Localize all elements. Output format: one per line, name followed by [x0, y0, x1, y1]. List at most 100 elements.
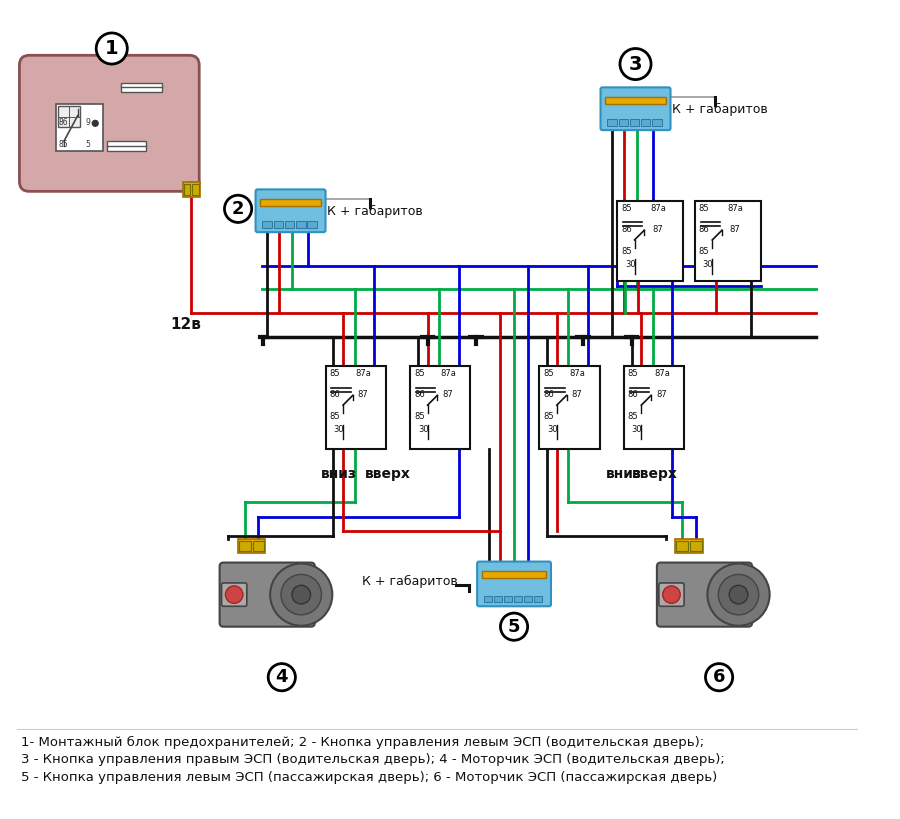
Text: 85: 85	[627, 369, 638, 378]
Text: 5: 5	[508, 618, 520, 636]
Bar	[253, 541, 265, 551]
Circle shape	[500, 613, 527, 640]
Text: 87a: 87a	[570, 369, 585, 378]
Text: 87: 87	[572, 391, 582, 400]
Text: вверх: вверх	[364, 467, 410, 481]
Text: 3 - Кнопка управления правым ЭСП (водительская дверь); 4 - Моторчик ЭСП (водител: 3 - Кнопка управления правым ЭСП (водите…	[22, 753, 725, 767]
Bar	[494, 595, 502, 603]
Text: 1- Монтажный блок предохранителей; 2 - Кнопка управления левым ЭСП (водительская: 1- Монтажный блок предохранителей; 2 - К…	[22, 735, 705, 749]
Bar	[326, 366, 386, 449]
Text: 6: 6	[713, 668, 725, 686]
Bar	[514, 595, 522, 603]
Circle shape	[281, 574, 321, 615]
Text: 86: 86	[329, 391, 340, 400]
Circle shape	[268, 663, 295, 690]
FancyBboxPatch shape	[477, 562, 551, 606]
Text: вниз: вниз	[320, 467, 356, 481]
Text: 30: 30	[632, 425, 643, 434]
Text: вниз: вниз	[606, 467, 642, 481]
Circle shape	[620, 48, 651, 79]
Text: 12в: 12в	[170, 317, 201, 332]
Text: 86: 86	[414, 391, 425, 400]
Text: 9: 9	[86, 118, 90, 127]
Bar	[617, 201, 683, 281]
Bar	[606, 97, 666, 104]
Circle shape	[729, 586, 748, 604]
Text: 85: 85	[627, 412, 638, 421]
FancyBboxPatch shape	[659, 583, 684, 606]
Bar	[107, 141, 146, 151]
Bar	[482, 572, 546, 578]
Circle shape	[706, 663, 733, 690]
Circle shape	[96, 33, 127, 64]
Bar	[690, 541, 702, 551]
Bar	[184, 183, 191, 195]
Text: 87: 87	[442, 391, 453, 400]
Bar	[296, 221, 305, 229]
Bar	[504, 595, 512, 603]
Text: 85: 85	[621, 204, 632, 213]
Bar	[263, 221, 272, 229]
Circle shape	[662, 586, 680, 604]
Text: 30: 30	[703, 260, 713, 269]
Bar	[260, 199, 320, 206]
Text: 87: 87	[730, 225, 741, 234]
Text: 87a: 87a	[440, 369, 456, 378]
Circle shape	[93, 120, 98, 126]
FancyBboxPatch shape	[221, 583, 247, 606]
Bar	[238, 539, 266, 553]
Text: 85: 85	[414, 412, 425, 421]
Text: 5: 5	[86, 140, 90, 148]
Text: 86: 86	[698, 225, 709, 234]
Bar	[193, 183, 199, 195]
Text: 5 - Кнопка управления левым ЭСП (пассажирская дверь); 6 - Моторчик ЭСП (пассажир: 5 - Кнопка управления левым ЭСП (пассажи…	[22, 771, 717, 784]
Text: К + габаритов: К + габаритов	[363, 575, 458, 588]
Text: 87: 87	[656, 391, 667, 400]
Bar	[58, 106, 80, 127]
Text: 86: 86	[544, 391, 554, 400]
Text: 85: 85	[58, 140, 68, 148]
Bar	[122, 83, 162, 93]
Text: 85: 85	[698, 204, 709, 213]
Bar	[274, 221, 283, 229]
Bar	[484, 595, 492, 603]
Text: 2: 2	[232, 200, 244, 218]
Bar	[539, 366, 599, 449]
Bar	[410, 366, 471, 449]
FancyBboxPatch shape	[600, 88, 670, 130]
Text: 85: 85	[544, 369, 554, 378]
Text: 1: 1	[105, 39, 119, 58]
Text: 30: 30	[625, 260, 635, 269]
Circle shape	[718, 574, 759, 615]
Text: 85: 85	[544, 412, 554, 421]
FancyBboxPatch shape	[256, 189, 326, 232]
Text: 85: 85	[329, 412, 340, 421]
Bar	[308, 221, 317, 229]
Text: 30: 30	[418, 425, 428, 434]
Text: 86: 86	[621, 225, 632, 234]
Text: 87a: 87a	[728, 204, 743, 213]
Bar	[183, 182, 200, 197]
Text: 3: 3	[629, 55, 643, 74]
Circle shape	[292, 586, 310, 604]
Text: 85: 85	[329, 369, 340, 378]
Text: 30: 30	[333, 425, 344, 434]
Circle shape	[707, 563, 769, 626]
Circle shape	[225, 586, 243, 604]
Text: вверх: вверх	[632, 467, 678, 481]
Text: 86: 86	[627, 391, 638, 400]
Text: К + габаритов: К + габаритов	[672, 102, 769, 115]
Text: 87a: 87a	[654, 369, 670, 378]
Text: 85: 85	[698, 247, 709, 256]
Text: 87a: 87a	[650, 204, 666, 213]
Bar	[675, 539, 703, 553]
Circle shape	[224, 195, 252, 223]
Circle shape	[270, 563, 332, 626]
FancyBboxPatch shape	[20, 56, 199, 192]
Bar	[618, 120, 628, 126]
Bar	[608, 120, 616, 126]
Text: 87: 87	[357, 391, 368, 400]
Bar	[239, 541, 251, 551]
Bar	[630, 120, 639, 126]
Bar	[524, 595, 532, 603]
